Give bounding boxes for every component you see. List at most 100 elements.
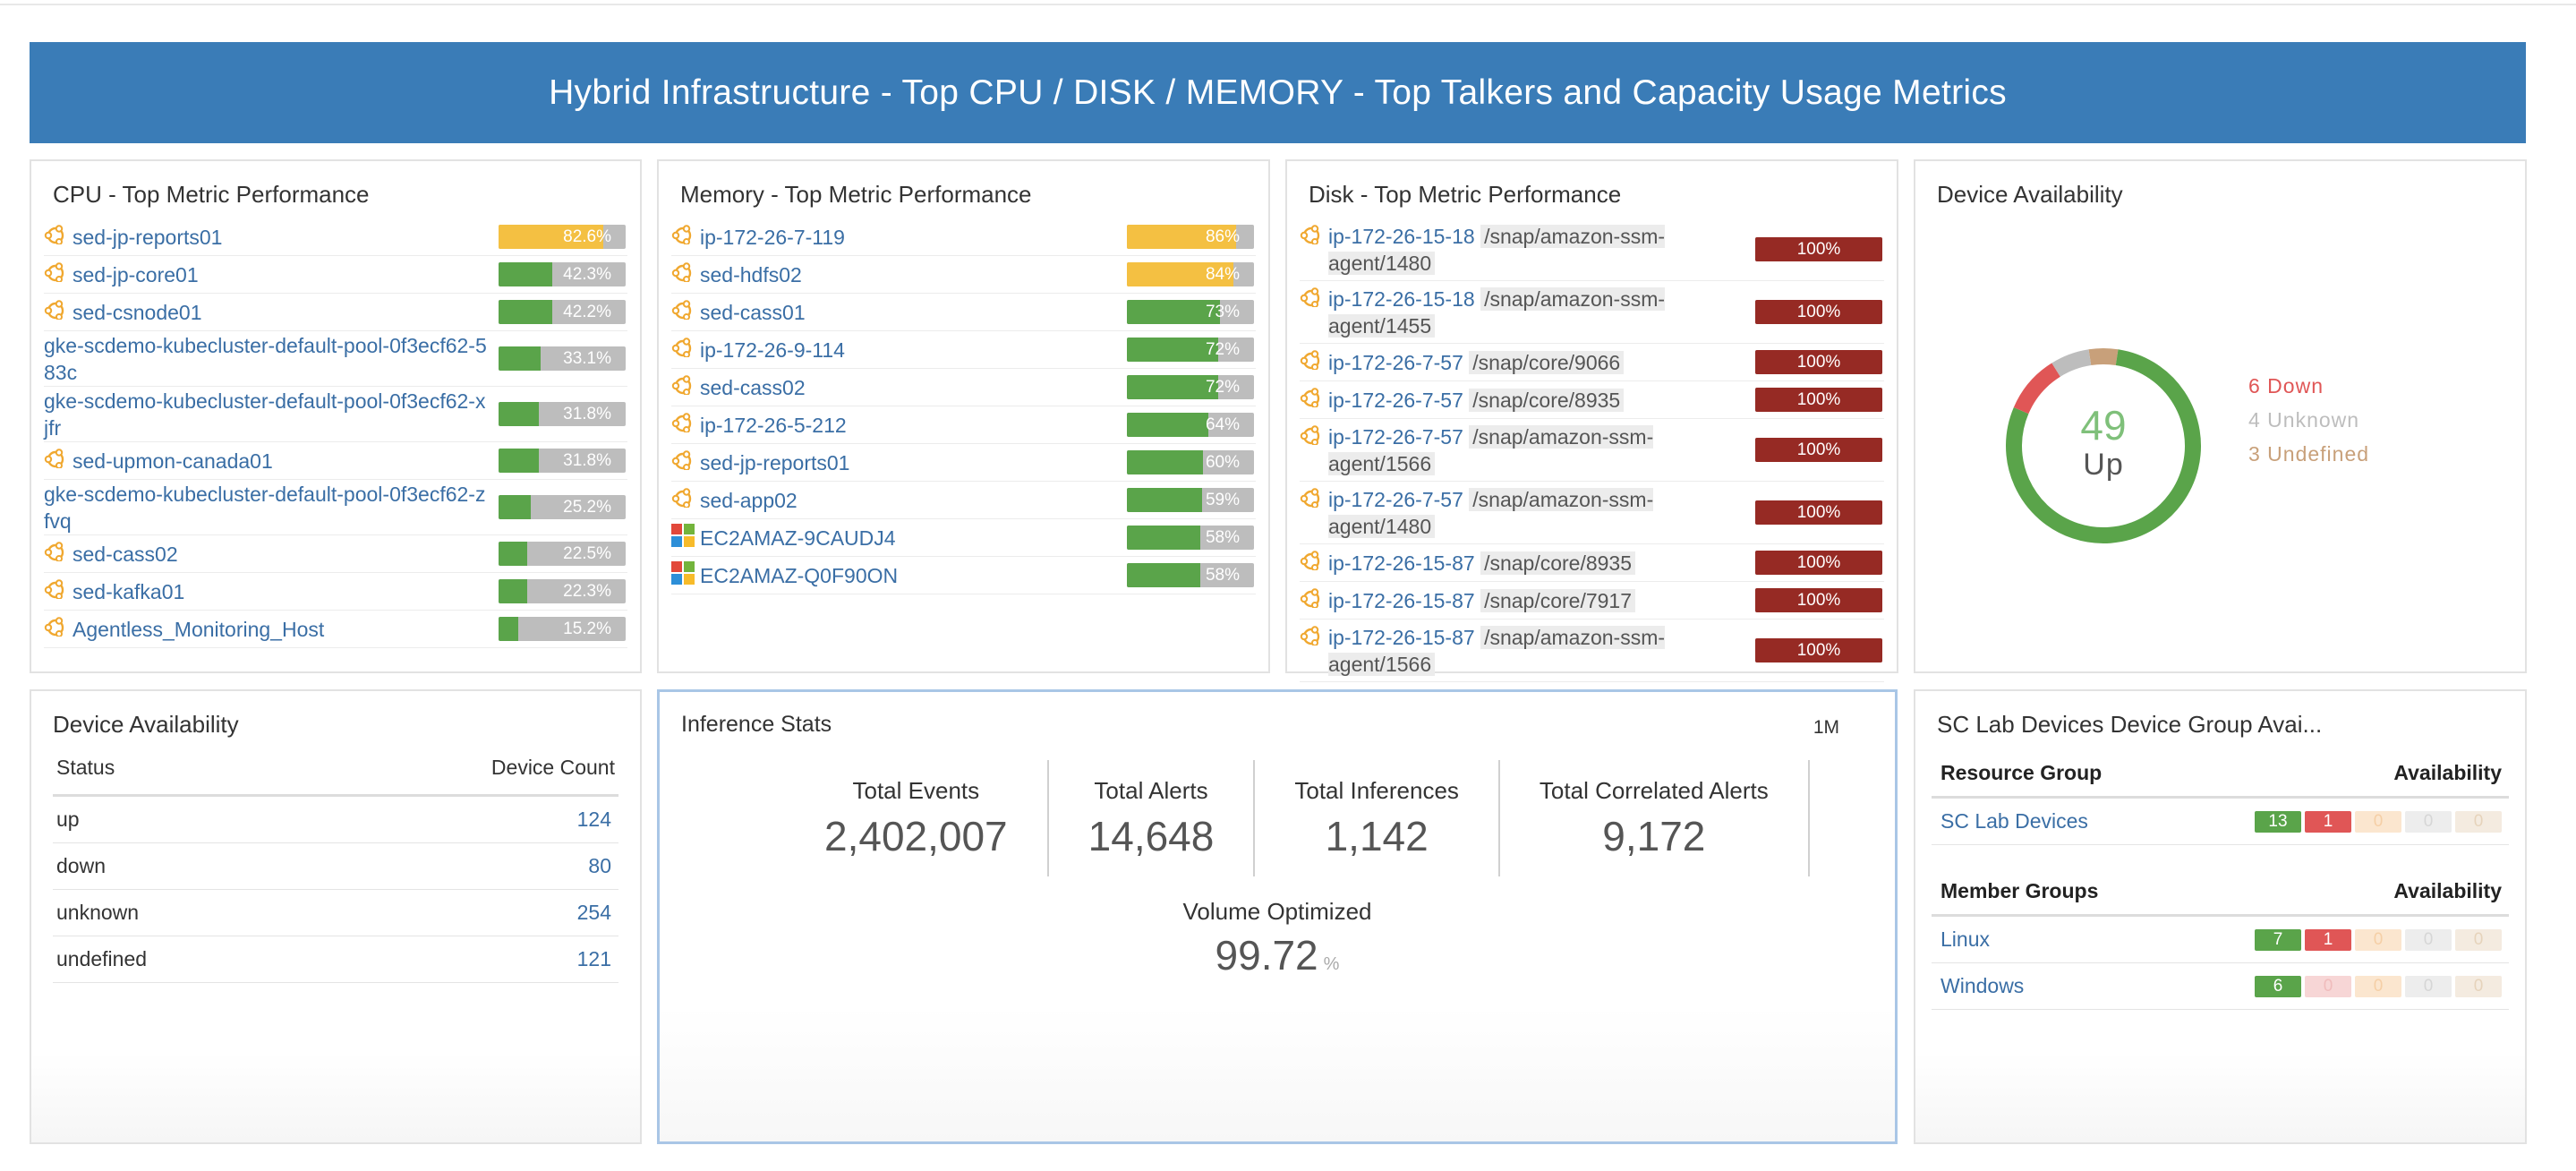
linux-icon-wrap bbox=[1300, 483, 1328, 512]
device-count-link[interactable]: 254 bbox=[576, 901, 611, 924]
availability-count-pill[interactable]: 6 bbox=[2255, 975, 2301, 997]
memory-row[interactable]: ip-172-26-7-119 86% bbox=[671, 218, 1256, 256]
availability-count-pill[interactable]: 0 bbox=[2405, 928, 2452, 951]
device-count-link[interactable]: 80 bbox=[588, 854, 611, 877]
cpu-row[interactable]: sed-kafka01 22.3% bbox=[44, 573, 627, 611]
memory-row[interactable]: EC2AMAZ-9CAUDJ4 58% bbox=[671, 519, 1256, 557]
usage-percent: 58% bbox=[1205, 528, 1240, 547]
memory-host-link[interactable]: sed-cass02 bbox=[700, 375, 806, 399]
disk-host-link[interactable]: ip-172-26-7-57 bbox=[1328, 388, 1463, 412]
cpu-host-link[interactable]: gke-scdemo-kubecluster-default-pool-0f3e… bbox=[44, 482, 486, 533]
memory-host-link[interactable]: EC2AMAZ-Q0F90ON bbox=[700, 563, 899, 587]
device-count-link[interactable]: 121 bbox=[576, 947, 611, 970]
usage-fill bbox=[1755, 588, 1882, 612]
disk-row[interactable]: ip-172-26-7-57 /snap/amazon-ssm-agent/15… bbox=[1300, 419, 1884, 482]
disk-host-link[interactable]: ip-172-26-15-87 bbox=[1328, 625, 1475, 649]
availability-count-pill[interactable]: 7 bbox=[2255, 928, 2301, 951]
cpu-host-link[interactable]: gke-scdemo-kubecluster-default-pool-0f3e… bbox=[44, 333, 487, 384]
availability-count-pill[interactable]: 0 bbox=[2455, 810, 2502, 833]
inference-stat[interactable]: Total Alerts 14,648 bbox=[1049, 760, 1256, 876]
windows-icon-wrap bbox=[671, 521, 700, 550]
memory-row[interactable]: ip-172-26-5-212 64% bbox=[671, 406, 1256, 444]
availability-count-pill[interactable]: 0 bbox=[2305, 975, 2351, 997]
disk-host-link[interactable]: ip-172-26-15-18 bbox=[1328, 224, 1475, 248]
disk-row[interactable]: ip-172-26-7-57 /snap/amazon-ssm-agent/14… bbox=[1300, 482, 1884, 544]
cpu-host-link[interactable]: sed-cass02 bbox=[73, 542, 178, 566]
disk-row[interactable]: ip-172-26-15-87 /snap/core/8935 100% bbox=[1300, 544, 1884, 582]
availability-count-pill[interactable]: 0 bbox=[2405, 810, 2452, 833]
cpu-host-link[interactable]: sed-kafka01 bbox=[73, 579, 185, 603]
cpu-row[interactable]: sed-csnode01 42.2% bbox=[44, 294, 627, 331]
disk-row[interactable]: ip-172-26-15-18 /snap/amazon-ssm-agent/1… bbox=[1300, 218, 1884, 281]
status-label: unknown bbox=[56, 901, 140, 924]
inference-stat[interactable]: Total Events 2,402,007 bbox=[785, 760, 1049, 876]
availability-count-pill[interactable]: 0 bbox=[2355, 810, 2401, 833]
cpu-host-link[interactable]: sed-upmon-canada01 bbox=[73, 449, 273, 473]
memory-host-link[interactable]: ip-172-26-9-114 bbox=[700, 338, 845, 362]
availability-count-pill[interactable]: 13 bbox=[2255, 810, 2301, 833]
disk-row[interactable]: ip-172-26-7-57 /snap/core/8935 100% bbox=[1300, 381, 1884, 419]
memory-host-link[interactable]: EC2AMAZ-9CAUDJ4 bbox=[700, 526, 896, 550]
linux-icon-wrap bbox=[671, 258, 700, 286]
resource-group-link[interactable]: SC Lab Devices bbox=[1941, 809, 2088, 833]
memory-host-link[interactable]: ip-172-26-5-212 bbox=[700, 413, 847, 437]
disk-row[interactable]: ip-172-26-15-87 /snap/amazon-ssm-agent/1… bbox=[1300, 620, 1884, 682]
availability-count-pill[interactable]: 1 bbox=[2305, 810, 2351, 833]
cpu-row[interactable]: sed-jp-core01 42.3% bbox=[44, 256, 627, 294]
device-count-link[interactable]: 124 bbox=[576, 808, 611, 831]
cpu-row[interactable]: sed-upmon-canada01 31.8% bbox=[44, 442, 627, 480]
availability-count-pill[interactable]: 0 bbox=[2355, 975, 2401, 997]
availability-count-pill[interactable]: 0 bbox=[2455, 975, 2502, 997]
cpu-host-link[interactable]: sed-jp-reports01 bbox=[73, 225, 223, 249]
memory-host-link[interactable]: ip-172-26-7-119 bbox=[700, 225, 845, 249]
memory-host-link[interactable]: sed-hdfs02 bbox=[700, 262, 802, 286]
donut-segment-unknown[interactable] bbox=[2051, 349, 2092, 377]
disk-row[interactable]: ip-172-26-7-57 /snap/core/9066 100% bbox=[1300, 344, 1884, 381]
cpu-row[interactable]: gke-scdemo-kubecluster-default-pool-0f3e… bbox=[44, 480, 627, 535]
memory-host-link[interactable]: sed-cass01 bbox=[700, 300, 806, 324]
disk-mount-path: /snap/core/8935 bbox=[1469, 388, 1625, 412]
memory-host-link[interactable]: sed-app02 bbox=[700, 488, 798, 512]
donut-segment-down[interactable] bbox=[2013, 363, 2061, 415]
cpu-host-link[interactable]: Agentless_Monitoring_Host bbox=[73, 617, 325, 641]
cpu-host-link[interactable]: sed-csnode01 bbox=[73, 300, 202, 324]
cpu-row[interactable]: gke-scdemo-kubecluster-default-pool-0f3e… bbox=[44, 387, 627, 442]
disk-host-link[interactable]: ip-172-26-7-57 bbox=[1328, 350, 1463, 374]
cpu-host-link[interactable]: gke-scdemo-kubecluster-default-pool-0f3e… bbox=[44, 389, 486, 440]
memory-row[interactable]: EC2AMAZ-Q0F90ON 58% bbox=[671, 557, 1256, 594]
memory-host-link[interactable]: sed-jp-reports01 bbox=[700, 450, 850, 474]
memory-row[interactable]: sed-app02 59% bbox=[671, 482, 1256, 519]
disk-host-link[interactable]: ip-172-26-7-57 bbox=[1328, 424, 1463, 449]
memory-row[interactable]: sed-hdfs02 84% bbox=[671, 256, 1256, 294]
cpu-row[interactable]: sed-cass02 22.5% bbox=[44, 535, 627, 573]
memory-row[interactable]: sed-cass02 72% bbox=[671, 369, 1256, 406]
inference-stat[interactable]: Total Inferences 1,142 bbox=[1255, 760, 1500, 876]
inference-stat[interactable]: Total Correlated Alerts 9,172 bbox=[1500, 760, 1810, 876]
cpu-host-link[interactable]: sed-jp-core01 bbox=[73, 262, 199, 286]
period-selector[interactable]: 1M bbox=[1813, 717, 1839, 738]
memory-row[interactable]: sed-jp-reports01 60% bbox=[671, 444, 1256, 482]
availability-donut[interactable]: 49 Up bbox=[1996, 338, 2211, 553]
availability-count-pill[interactable]: 0 bbox=[2405, 975, 2452, 997]
legend-unknown[interactable]: 4 Unknown bbox=[2248, 408, 2360, 432]
memory-row[interactable]: sed-cass01 73% bbox=[671, 294, 1256, 331]
member-group-link[interactable]: Windows bbox=[1941, 974, 2025, 997]
disk-host-link[interactable]: ip-172-26-15-18 bbox=[1328, 286, 1475, 311]
disk-row[interactable]: ip-172-26-15-87 /snap/core/7917 100% bbox=[1300, 582, 1884, 620]
availability-count-pill[interactable]: 1 bbox=[2305, 928, 2351, 951]
memory-row[interactable]: ip-172-26-9-114 72% bbox=[671, 331, 1256, 369]
disk-host-link[interactable]: ip-172-26-15-87 bbox=[1328, 551, 1475, 575]
availability-count-pill[interactable]: 0 bbox=[2455, 928, 2502, 951]
cpu-row[interactable]: gke-scdemo-kubecluster-default-pool-0f3e… bbox=[44, 331, 627, 387]
cpu-row[interactable]: Agentless_Monitoring_Host 15.2% bbox=[44, 611, 627, 648]
disk-host-link[interactable]: ip-172-26-7-57 bbox=[1328, 487, 1463, 511]
cpu-row[interactable]: sed-jp-reports01 82.6% bbox=[44, 218, 627, 256]
legend-undefined[interactable]: 3 Undefined bbox=[2248, 442, 2370, 466]
member-group-link[interactable]: Linux bbox=[1941, 927, 1990, 951]
legend-down[interactable]: 6 Down bbox=[2248, 374, 2324, 397]
disk-host-link[interactable]: ip-172-26-15-87 bbox=[1328, 588, 1475, 612]
disk-row[interactable]: ip-172-26-15-18 /snap/amazon-ssm-agent/1… bbox=[1300, 281, 1884, 344]
donut-segment-up[interactable] bbox=[2006, 349, 2201, 543]
donut-segment-undefined[interactable] bbox=[2088, 348, 2119, 366]
availability-count-pill[interactable]: 0 bbox=[2355, 928, 2401, 951]
